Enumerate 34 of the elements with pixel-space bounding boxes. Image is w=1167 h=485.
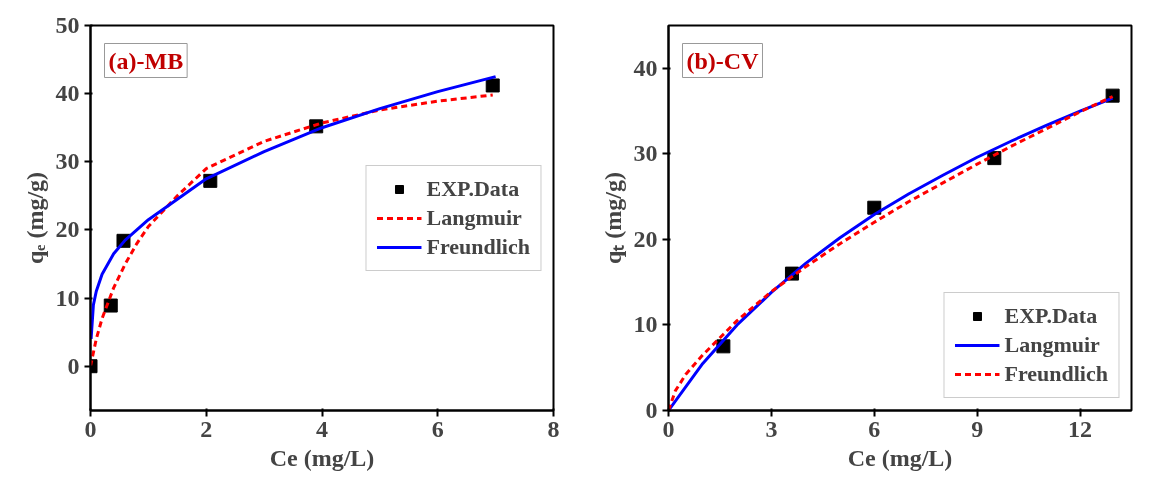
x-tick-label: 2 — [200, 415, 213, 442]
y-tick-label: 0 — [67, 352, 80, 379]
annotation: (a)-MB — [108, 47, 184, 74]
y-tick-label: 50 — [55, 12, 80, 38]
x-axis-title: Ce (mg/L) — [847, 444, 953, 471]
y-tick-label: 10 — [633, 311, 658, 338]
y-tick-label: 0 — [645, 397, 658, 423]
legend-label: Freundlich — [1004, 361, 1108, 387]
annotation: (b)-CV — [686, 47, 760, 74]
y-tick-label: 20 — [55, 216, 80, 243]
legend-label: Langmuir — [426, 204, 522, 231]
x-tick-label: 0 — [84, 415, 97, 442]
x-tick-label: 0 — [662, 415, 675, 442]
x-tick-label: 8 — [547, 415, 560, 442]
x-tick-label: 3 — [765, 415, 778, 442]
x-tick-label: 9 — [971, 415, 984, 442]
legend-label: EXP.Data — [1004, 303, 1098, 329]
legend-label: Freundlich — [426, 233, 530, 260]
x-tick-label: 6 — [868, 415, 881, 442]
y-tick-label: 40 — [633, 54, 658, 81]
y-tick-label: 20 — [633, 225, 658, 252]
y-tick-label: 10 — [55, 284, 80, 311]
x-axis-title: Ce (mg/L) — [269, 444, 375, 471]
x-tick-label: 4 — [316, 415, 328, 442]
y-axis-title: qₑ (mg/g) — [21, 171, 48, 265]
y-tick-label: 40 — [55, 80, 80, 107]
point — [485, 78, 500, 93]
legend-label: EXP.Data — [426, 175, 520, 202]
y-tick-label: 30 — [55, 148, 80, 175]
x-tick-label: 12 — [1068, 415, 1093, 442]
y-axis-title: qₜ (mg/g) — [599, 172, 626, 264]
x-tick-label: 6 — [431, 415, 444, 442]
legend-label: Langmuir — [1004, 332, 1100, 358]
y-tick-label: 30 — [633, 140, 658, 167]
